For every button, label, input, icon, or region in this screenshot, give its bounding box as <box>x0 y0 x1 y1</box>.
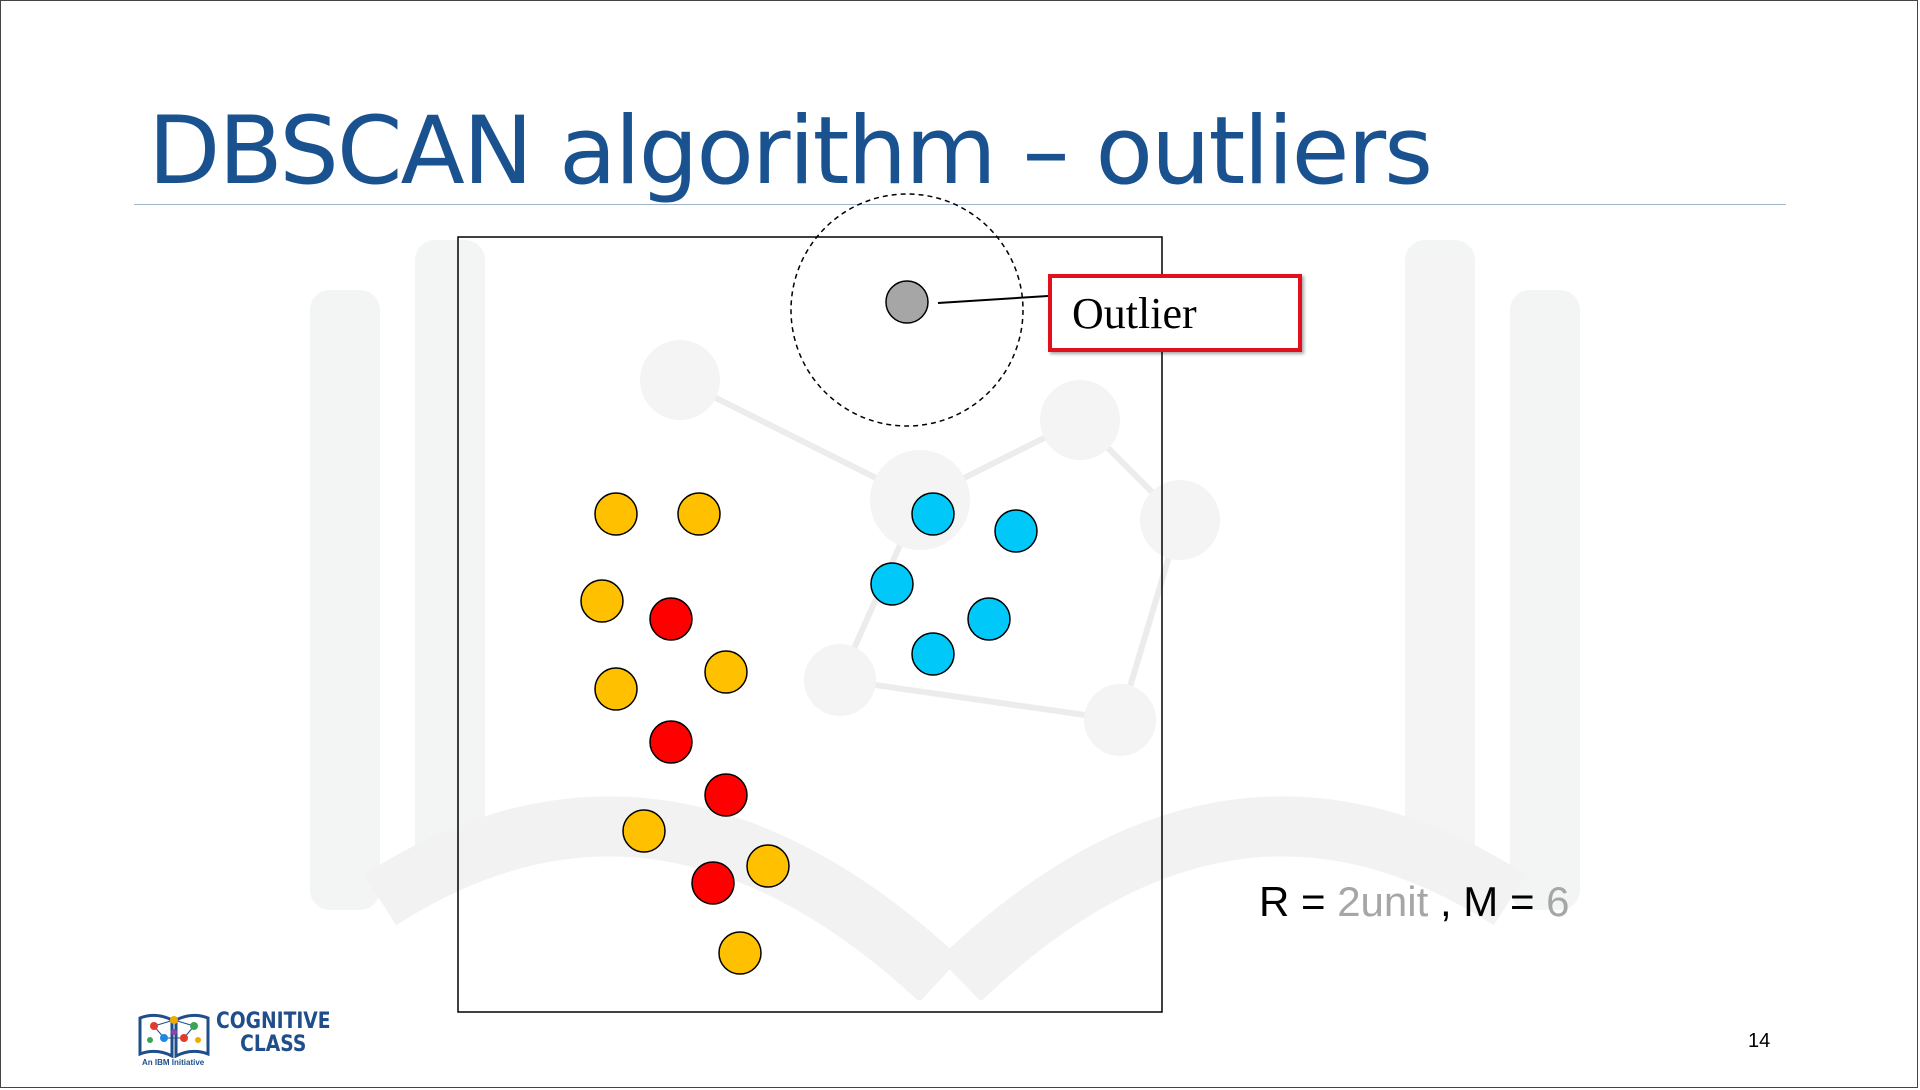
outlier-point <box>885 280 929 324</box>
page-number: 14 <box>1748 1030 1771 1052</box>
min-points-label: M = <box>1463 878 1547 925</box>
core-point <box>649 720 693 764</box>
border-point <box>746 844 790 888</box>
title-underline <box>134 204 1786 205</box>
cluster2-point <box>994 509 1038 553</box>
min-points-value: 6 <box>1546 878 1570 925</box>
radius-value: 2unit <box>1337 878 1429 925</box>
book-network-icon <box>138 1013 210 1059</box>
border-point <box>594 492 638 536</box>
plot-area-box <box>457 236 1163 1013</box>
border-point <box>677 492 721 536</box>
border-point <box>594 667 638 711</box>
logo-wordmark: COGNITIVE CLASS <box>216 1010 331 1056</box>
border-point <box>704 650 748 694</box>
cluster2-point <box>911 492 955 536</box>
params-separator: , <box>1428 878 1464 925</box>
border-point <box>622 809 666 853</box>
callout-connector <box>937 295 1049 304</box>
core-point <box>704 773 748 817</box>
radius-label: R = <box>1259 878 1338 925</box>
logo-subtitle: An IBM Initiative <box>142 1058 205 1067</box>
core-point <box>691 861 735 905</box>
cognitive-class-logo: COGNITIVE CLASS An IBM Initiative <box>136 1010 356 1070</box>
cluster2-point <box>870 562 914 606</box>
border-point <box>718 931 762 975</box>
radius-circle <box>790 193 1024 427</box>
slide-title: DBSCAN algorithm – outliers <box>148 97 1433 206</box>
border-point <box>580 579 624 623</box>
cluster2-point <box>911 632 955 676</box>
logo-line1: COGNITIVE <box>216 1009 331 1034</box>
outlier-callout: Outlier <box>1048 274 1302 352</box>
logo-line2: CLASS <box>240 1032 307 1057</box>
cluster2-point <box>967 597 1011 641</box>
core-point <box>649 597 693 641</box>
parameters-text: R = 2unit , M = 6 <box>1259 878 1570 926</box>
